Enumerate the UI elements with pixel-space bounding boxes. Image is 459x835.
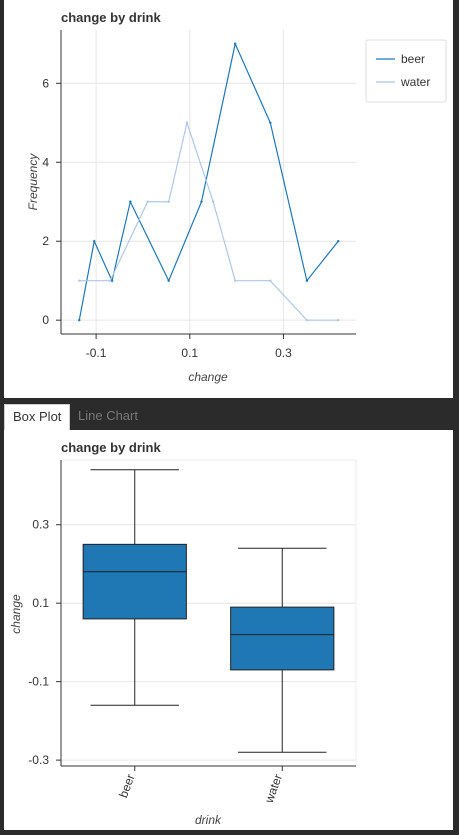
data-point-beer	[337, 240, 340, 243]
y-tick-label: -0.3	[28, 753, 49, 767]
x-tick-label-water: water	[262, 772, 286, 805]
tab-line-chart[interactable]: Line Chart	[78, 408, 138, 423]
y-tick-label: 0.1	[32, 596, 49, 610]
line-chart-xlabel: change	[188, 370, 228, 384]
data-point-beer	[129, 200, 132, 203]
data-point-beer	[233, 42, 237, 46]
box-beer	[82, 543, 187, 620]
line-chart-title: change by drink	[61, 10, 161, 25]
data-point-water	[211, 200, 215, 203]
line-chart-panel: change by drink -0.1 0.1 0.3 0 2 4 6 change Fr…	[4, 0, 453, 398]
data-point-water	[108, 279, 112, 282]
x-tick-label-beer: beer	[116, 772, 137, 799]
x-tick-label: -0.1	[86, 346, 107, 360]
box-plot-ylabel: change	[9, 594, 23, 634]
data-point-beer	[78, 318, 81, 322]
y-tick-label: 6	[42, 76, 49, 90]
y-tick-label: 2	[42, 234, 49, 248]
data-point-water	[269, 279, 272, 282]
x-tick-label: 0.3	[275, 346, 292, 360]
data-point-beer	[93, 240, 96, 243]
line-chart-legend: beer water	[365, 39, 447, 103]
legend-label-water: water	[400, 75, 430, 89]
y-tick-label: 0	[42, 313, 49, 327]
line-chart-ylabel: Frequency	[26, 153, 40, 211]
y-tick-label: -0.1	[28, 675, 49, 689]
tab-box-plot[interactable]: Box Plot	[4, 404, 71, 430]
series-line-water	[79, 120, 339, 321]
data-point-beer	[200, 200, 203, 203]
x-tick-label: 0.1	[181, 346, 198, 360]
data-point-water	[337, 318, 340, 322]
legend-label-beer: beer	[401, 52, 425, 66]
y-tick-label: 0.3	[32, 518, 49, 532]
data-point-beer	[305, 279, 309, 282]
data-point-water	[167, 200, 170, 203]
series-line-beer	[78, 41, 339, 321]
data-point-water	[185, 121, 189, 124]
data-point-beer	[110, 279, 114, 282]
box-plot-title: change by drink	[61, 440, 161, 455]
box-plot-panel: change by drink -0.3 -0.1 0.1 0.3 beer water …	[4, 430, 453, 830]
chart-tab-bar: Box Plot Line Chart	[0, 400, 459, 430]
data-point-water	[233, 279, 237, 282]
box-water	[230, 606, 335, 671]
data-point-beer	[269, 121, 272, 124]
data-point-beer	[167, 279, 170, 282]
line-chart: change by drink -0.1 0.1 0.3 0 2 4 6 change Fr…	[26, 10, 447, 384]
data-point-water	[305, 318, 309, 322]
data-point-water	[146, 200, 149, 203]
box-plot-xlabel: drink	[195, 813, 222, 827]
data-point-water	[78, 279, 81, 282]
y-tick-label: 4	[42, 155, 49, 169]
